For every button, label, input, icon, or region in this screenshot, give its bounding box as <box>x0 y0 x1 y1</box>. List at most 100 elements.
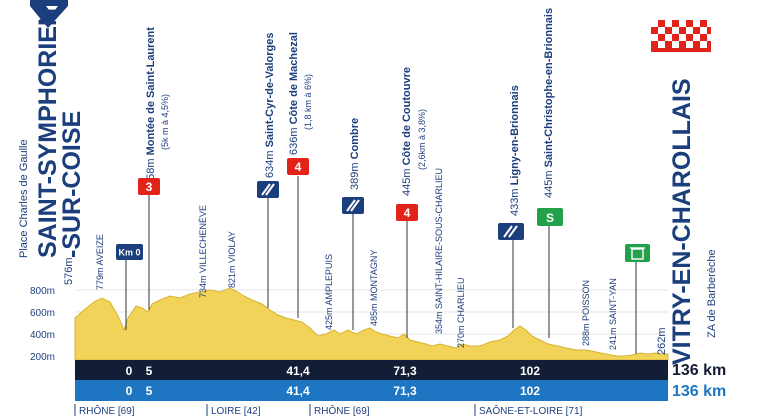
waypoint-name: CHARLIEU <box>456 277 466 323</box>
distance-value: 41,4 <box>286 364 310 378</box>
finish-altitude: 262m <box>656 327 668 355</box>
waypoint-poisson: 288m POISSON <box>581 280 591 346</box>
waypoint-alt: 389m <box>349 162 361 190</box>
waypoint-alt: 445m <box>401 168 413 196</box>
waypoint-combre: 389m Combre <box>349 118 361 190</box>
start-pennant-arrow-icon <box>46 6 58 14</box>
waypoint-name: Saint-Cyr-de-Valorges <box>264 32 276 147</box>
waypoint-saint-christophe: 445m Saint-Christophe-en-Brionnais <box>543 8 555 198</box>
waypoint-alt: 636m <box>288 127 300 155</box>
elevation-profile <box>74 287 669 361</box>
svg-text:821m VIOLAY: 821m VIOLAY <box>227 231 237 288</box>
svg-text:433m Ligny-en-Brionnais: 433m Ligny-en-Brionnais <box>509 85 521 216</box>
waypoint-name: AVEIZE <box>95 234 105 265</box>
waypoint-name: Ligny-en-Brionnais <box>509 85 521 185</box>
waypoint-alt: 288m <box>581 323 591 346</box>
distance-band-dark <box>75 360 668 380</box>
feed-zone-icon <box>498 223 524 240</box>
waypoint-amplepuis: 425m AMPLEPUIS <box>324 254 334 330</box>
waypoint-violay: 821m VIOLAY <box>227 231 237 288</box>
altitude-label: 200m <box>30 352 55 363</box>
waypoint-alt: 821m <box>227 265 237 288</box>
climb-marker-icon: 3 <box>138 178 160 195</box>
altitude-label: 600m <box>30 308 55 319</box>
waypoint-saint-cyr: 634m Saint-Cyr-de-Valorges <box>264 32 276 178</box>
waypoint-name: Côte de Machezal <box>288 32 300 124</box>
altitude-label: 400m <box>30 330 55 341</box>
climb-category: 3 <box>146 180 153 194</box>
distance-value: 0 <box>126 364 133 378</box>
altitude-axis: 800m 600m 400m 200m <box>30 286 55 363</box>
region-label: RHÔNE [69] <box>79 404 135 416</box>
bin-icon <box>625 244 650 262</box>
distance-value: 102 <box>520 384 540 398</box>
distance-value: 5 <box>146 364 153 378</box>
start-name-line2: -SUR-COISE <box>58 111 86 258</box>
start-name-line1: SAINT-SYMPHORIEN <box>34 8 62 258</box>
waypoint-alt: 734m <box>198 275 208 298</box>
waypoint-name: SAINT-HILAIRE-SOUS-CHARLIEU <box>434 168 444 309</box>
svg-text:445m Côte de Coutouvre: 445m Côte de Coutouvre <box>401 67 413 196</box>
region-label: SAÔNE-ET-LOIRE [71] <box>479 404 583 416</box>
svg-text:270m CHARLIEU: 270m CHARLIEU <box>456 277 466 348</box>
waypoint-alt: 634m <box>264 150 276 178</box>
feed-zone-icon <box>342 197 364 214</box>
waypoint-aveize: 779m AVEIZE <box>95 234 105 290</box>
waypoint-name: MONTAGNY <box>369 250 379 301</box>
svg-text:445m Saint-Christophe-en-Brion: 445m Saint-Christophe-en-Brionnais <box>543 8 555 198</box>
km0-sign-icon: Km 0 <box>116 244 143 260</box>
waypoint-montagny: 485m MONTAGNY <box>369 250 379 326</box>
waypoint-detail: (2,6km à 3,8%) <box>417 109 427 170</box>
waypoint-villechenve: 734m VILLECHENÈVE <box>198 205 208 298</box>
waypoint-alt: 354m <box>434 311 444 334</box>
waypoint-name: Montée de Saint-Laurent <box>145 27 157 156</box>
start-place: Place Charles de Gaulle <box>18 139 30 258</box>
waypoint-alt: 445m <box>543 170 555 198</box>
waypoint-name: VILLECHENÈVE <box>198 205 208 273</box>
waypoint-name: POISSON <box>581 280 591 321</box>
waypoint-alt: 270m <box>456 325 466 348</box>
distance-value: 71,3 <box>393 364 417 378</box>
distance-value: 102 <box>520 364 540 378</box>
sprint-label: S <box>546 211 554 225</box>
waypoint-saint-hilaire: 354m SAINT-HILAIRE-SOUS-CHARLIEU <box>434 168 444 334</box>
finish-flag-icon <box>651 20 711 52</box>
marker-poles <box>125 176 637 354</box>
climb-marker-icon: 4 <box>287 158 309 175</box>
region-label: RHÔNE [69] <box>314 404 370 416</box>
distance-value: 5 <box>146 384 153 398</box>
distance-value: 71,3 <box>393 384 417 398</box>
sprint-marker-icon: S <box>537 208 563 226</box>
finish-sub: ZA de Barberèche <box>706 249 718 338</box>
svg-text:734m VILLECHENÈVE: 734m VILLECHENÈVE <box>198 205 208 298</box>
waypoint-labels: 779m AVEIZE 658m Montée de Saint-Laurent… <box>95 8 618 350</box>
region-labels: RHÔNE [69] LOIRE [42] RHÔNE [69] SAÔNE-E… <box>74 404 583 416</box>
distance-row-2: 0 5 41,4 71,3 102 <box>126 384 541 398</box>
distance-value: 0 <box>126 384 133 398</box>
svg-text:634m Saint-Cyr-de-Valorges: 634m Saint-Cyr-de-Valorges <box>264 32 276 178</box>
start-pennant-icon <box>30 0 68 28</box>
waypoint-name: Saint-Christophe-en-Brionnais <box>543 8 555 168</box>
svg-text:779m AVEIZE: 779m AVEIZE <box>95 234 105 290</box>
waypoint-charlieu: 270m CHARLIEU <box>456 277 466 348</box>
svg-text:241m SAINT-YAN: 241m SAINT-YAN <box>608 278 618 350</box>
waypoint-alt: 779m <box>95 267 105 290</box>
svg-text:658m Montée de Saint-Laurent: 658m Montée de Saint-Laurent <box>145 27 157 186</box>
distance-band-blue <box>75 380 668 401</box>
waypoint-detail: (5k m à 4,5%) <box>160 94 170 150</box>
waypoint-saint-yan: 241m SAINT-YAN <box>608 278 618 350</box>
km0-label: Km 0 <box>118 248 140 258</box>
waypoint-alt: 433m <box>509 188 521 216</box>
svg-text:425m AMPLEPUIS: 425m AMPLEPUIS <box>324 254 334 330</box>
start-labels: Place Charles de Gaulle SAINT-SYMPHORIEN… <box>18 8 86 285</box>
altitude-label: 800m <box>30 286 55 297</box>
feed-zone-icon <box>257 181 279 198</box>
distance-row-1: 0 5 41,4 71,3 102 <box>126 364 541 378</box>
finish-labels: VITRY-EN-CHAROLLAIS ZA de Barberèche 262… <box>656 78 718 365</box>
finish-name: VITRY-EN-CHAROLLAIS <box>668 78 696 365</box>
climb-category: 4 <box>404 206 411 220</box>
waypoint-name: Côte de Coutouvre <box>401 67 413 165</box>
waypoint-machezal: 636m Côte de Machezal <box>288 32 300 155</box>
waypoint-ligny: 433m Ligny-en-Brionnais <box>509 85 521 216</box>
